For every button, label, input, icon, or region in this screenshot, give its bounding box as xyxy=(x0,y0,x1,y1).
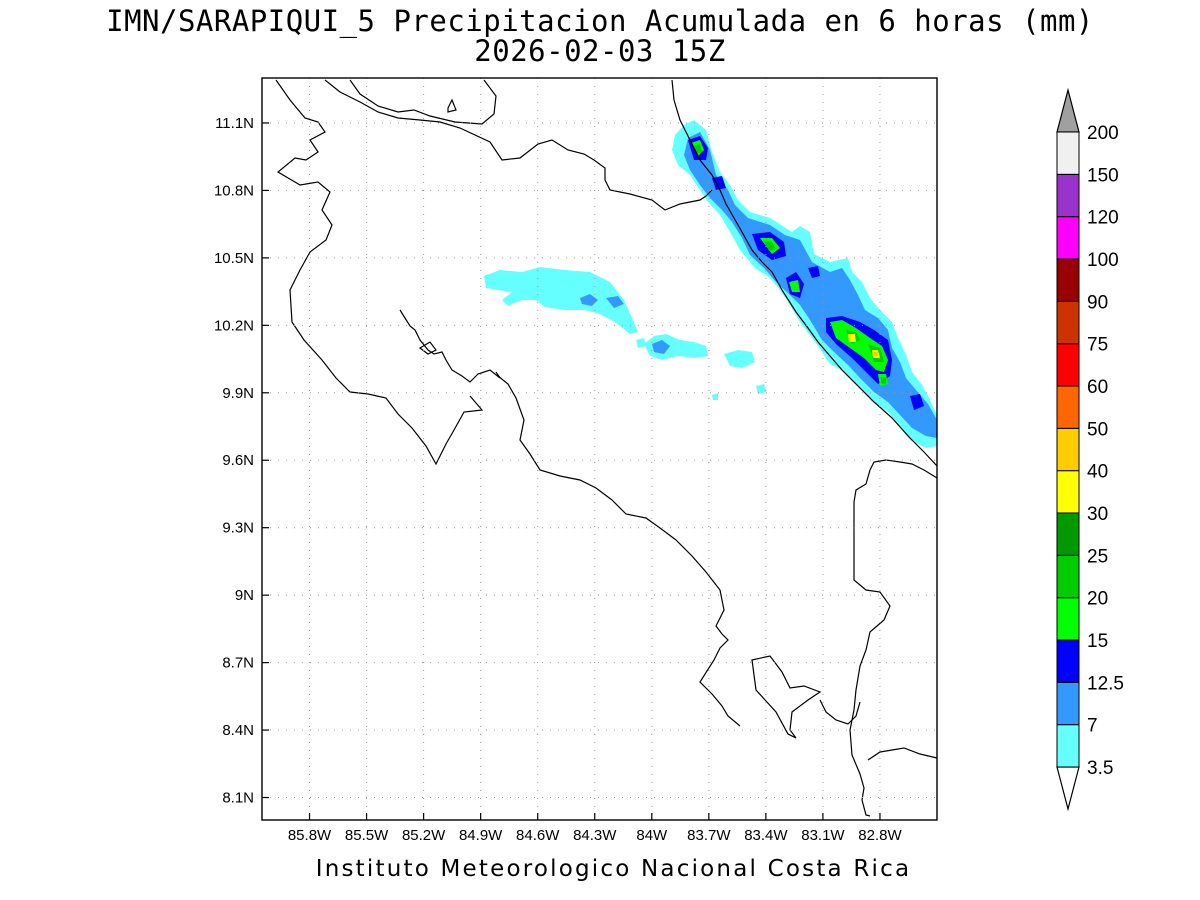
lat-tick-label: 9.3N xyxy=(222,520,254,537)
colorbar-label: 20 xyxy=(1087,589,1108,610)
map-axes: 11.1N 10.8N 10.5N 10.2N 9.9N 9.6N 9.3N 9N 8.7N 8.… xyxy=(214,78,937,844)
colorbar-label: 75 xyxy=(1087,335,1108,356)
lat-tick-label: 9.6N xyxy=(222,452,254,469)
lon-tick-label: 84.6W xyxy=(516,827,560,844)
san-juan-northern-shore xyxy=(350,80,496,124)
lat-tick-label: 9N xyxy=(235,587,254,604)
colorbar-swatch xyxy=(1057,725,1079,767)
lon-tick-label: 84.9W xyxy=(459,827,503,844)
colorbar-label: 120 xyxy=(1087,208,1119,229)
precip-max-40 xyxy=(874,352,878,356)
colorbar-label: 3.5 xyxy=(1087,758,1113,779)
colorbar-label: 40 xyxy=(1087,462,1108,483)
colorbar-swatch xyxy=(1057,132,1079,174)
colorbar-label: 12.5 xyxy=(1087,673,1124,694)
colorbar-swatch xyxy=(1057,344,1079,386)
colorbar-swatch xyxy=(1057,555,1079,597)
colorbar-over-triangle xyxy=(1057,90,1079,132)
colorbar-swatch xyxy=(1057,217,1079,259)
lon-tick-label: 84W xyxy=(636,827,668,844)
colorbar-label: 200 xyxy=(1087,123,1119,144)
colorbar-label: 15 xyxy=(1087,631,1108,652)
colorbar-label: 90 xyxy=(1087,292,1108,313)
colorbar-swatch xyxy=(1057,598,1079,640)
lat-tick-label: 8.7N xyxy=(222,655,254,672)
colorbar-swatch xyxy=(1057,513,1079,555)
lat-tick-label: 10.8N xyxy=(214,182,254,199)
colorbar-label: 25 xyxy=(1087,546,1108,567)
lon-tick-label: 85.8W xyxy=(288,827,332,844)
lat-tick-label: 10.5N xyxy=(214,250,254,267)
colorbar-swatch xyxy=(1057,259,1079,301)
lat-tick-label: 11.1N xyxy=(215,115,254,132)
precip-dot-c-3.5 xyxy=(712,393,718,400)
precip-blob-small-3.5 xyxy=(724,350,755,368)
panama-border xyxy=(850,460,937,816)
colorbar-swatch xyxy=(1057,640,1079,682)
colorbar-label: 30 xyxy=(1087,504,1108,525)
colorbar-label: 7 xyxy=(1087,716,1098,737)
lat-tick-label: 8.4N xyxy=(222,722,254,739)
colorbar-label: 150 xyxy=(1087,165,1119,186)
colorbar-swatch xyxy=(1057,174,1079,216)
lat-tick-label: 8.1N xyxy=(222,790,254,807)
lon-tick-label: 82.8W xyxy=(858,827,902,844)
colorbar-swatch xyxy=(1057,428,1079,470)
nicaragua-pacific-coast xyxy=(276,80,482,464)
credit-line: Instituto Meteorologico Nacional Costa R… xyxy=(0,856,1200,882)
colorbar-swatch xyxy=(1057,386,1079,428)
lon-tick-label: 83.4W xyxy=(744,827,788,844)
osa-peninsula xyxy=(752,656,820,738)
colorbar-label: 60 xyxy=(1087,377,1108,398)
precipitation-fields xyxy=(484,120,937,448)
colorbar-swatch xyxy=(1057,682,1079,724)
colorbar-label: 50 xyxy=(1087,419,1108,440)
lake-islet xyxy=(448,100,456,112)
nicoya-gulf xyxy=(400,310,500,382)
lon-tick-label: 83.7W xyxy=(687,827,731,844)
lat-tick-label: 9.9N xyxy=(222,385,254,402)
precip-core-20-e xyxy=(881,377,886,384)
map-frame xyxy=(262,78,937,820)
colorbar-label: 100 xyxy=(1087,250,1119,271)
lon-tick-label: 85.2W xyxy=(402,827,446,844)
burica-coast xyxy=(868,748,937,760)
colorbar-swatch xyxy=(1057,471,1079,513)
lon-tick-label: 83.1W xyxy=(801,827,845,844)
colorbar-swatch xyxy=(1057,301,1079,343)
lat-tick-label: 10.2N xyxy=(214,317,254,334)
lon-tick-label: 85.5W xyxy=(345,827,389,844)
precip-dot-b-3.5 xyxy=(756,384,766,394)
precip-dot-a-3.5 xyxy=(636,338,646,348)
pacific-central-coast xyxy=(498,376,740,726)
colorbar: 3.5 7 12.5 15 20 25 30 40 50 60 75 90 100 120 150 200 xyxy=(1057,90,1124,809)
lon-tick-label: 84.3W xyxy=(573,827,617,844)
colorbar-under-triangle xyxy=(1057,767,1079,809)
precip-max-30-a xyxy=(848,334,856,342)
